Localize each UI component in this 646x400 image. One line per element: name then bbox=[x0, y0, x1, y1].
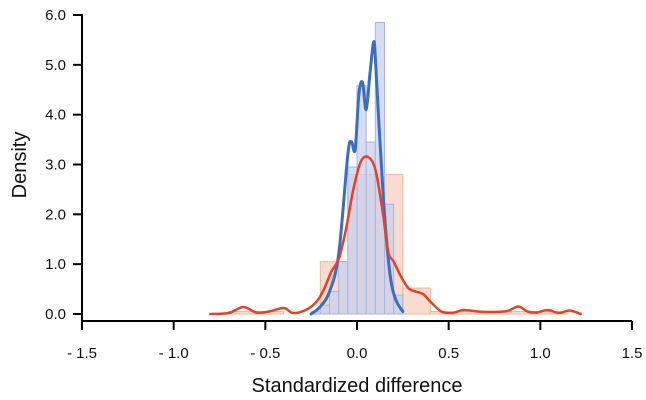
red-density-curve bbox=[209, 155, 582, 316]
y-tick-label: 3.0 bbox=[45, 157, 66, 174]
x-tick-label: - 1.0 bbox=[159, 345, 189, 362]
y-tick-label: 6.0 bbox=[45, 7, 66, 24]
y-tick-label: 2.0 bbox=[45, 206, 66, 223]
density-curves bbox=[209, 40, 582, 316]
blue-density-curve bbox=[309, 40, 405, 316]
y-tick-label: 0.0 bbox=[45, 306, 66, 323]
x-tick-label: - 1.5 bbox=[67, 345, 97, 362]
y-tick-label: 5.0 bbox=[45, 57, 66, 74]
x-tick-label: - 0.5 bbox=[250, 345, 280, 362]
histogram-bars bbox=[228, 21, 569, 315]
x-axis-title: Standardized difference bbox=[252, 375, 463, 397]
x-tick-label: 0.5 bbox=[438, 345, 459, 362]
y-tick-label: 1.0 bbox=[45, 256, 66, 273]
x-tick-label: 1.0 bbox=[530, 345, 551, 362]
x-tick-label: 1.5 bbox=[622, 345, 643, 362]
tick-group: - 1.5 - 1.0 - 0.5 0.0 0.5 1.0 1.5 0.0 1.0 2.0 3.0 4… bbox=[45, 7, 642, 362]
blue-histogram-bar bbox=[329, 291, 340, 315]
blue-histogram-bar bbox=[338, 261, 349, 315]
x-tick-label: 0.0 bbox=[347, 345, 368, 362]
y-tick-label: 4.0 bbox=[45, 107, 66, 124]
y-axis-title: Density bbox=[9, 132, 31, 199]
